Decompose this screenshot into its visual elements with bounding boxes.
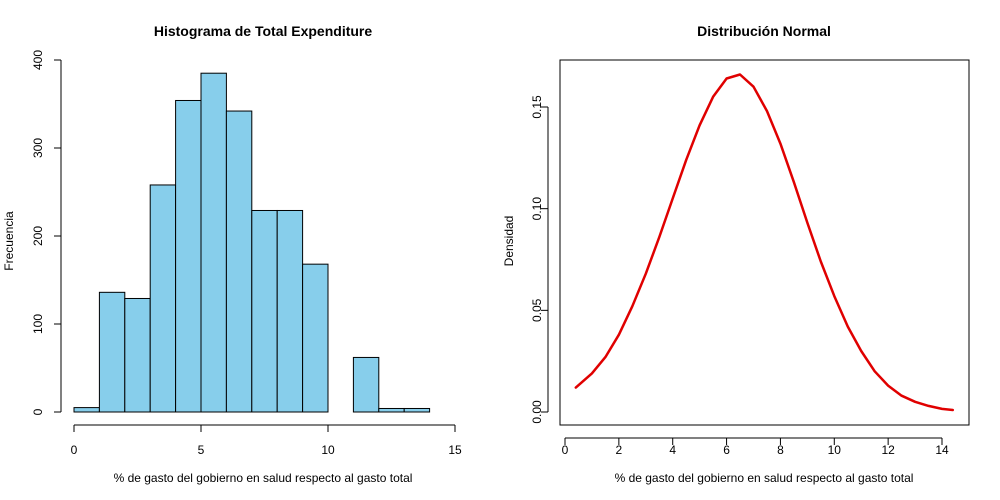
- histogram-y-axis: 0 100 200 300 400: [31, 50, 62, 415]
- density-y-tick-label: 0.05: [530, 298, 544, 322]
- density-x-axis-label: % de gasto del gobierno en salud respect…: [615, 471, 914, 485]
- histogram-bar: [403, 407, 431, 413]
- histogram-bar: [149, 184, 177, 413]
- histogram-bar: [124, 297, 151, 413]
- density-x-axis: 0 2 4 6 8 10 12 14: [562, 437, 949, 457]
- histogram-y-tick-label: 100: [31, 314, 45, 334]
- histogram-x-axis: 0 5 10 15: [71, 424, 462, 457]
- density-y-axis: 0.00 0.05 0.10 0.15: [530, 95, 549, 424]
- histogram-bar: [73, 407, 100, 413]
- histogram-bar: [251, 209, 278, 413]
- density-y-tick-label: 0.00: [530, 400, 544, 424]
- histogram-x-tick-label: 10: [321, 443, 335, 457]
- density-y-axis-label: Densidad: [502, 216, 516, 267]
- density-plot-box: [559, 59, 970, 426]
- histogram-bars: [73, 72, 431, 413]
- density-x-tick-label: 10: [828, 443, 842, 457]
- histogram-bar: [175, 99, 202, 413]
- histogram-bar: [302, 263, 329, 413]
- density-panel: Distribución Normal % de gasto del gobie…: [502, 23, 970, 485]
- density-y-tick-label: 0.10: [530, 197, 544, 221]
- histogram-x-axis-label: % de gasto del gobierno en salud respect…: [114, 471, 413, 485]
- histogram-x-tick-label: 15: [448, 443, 462, 457]
- density-x-tick-label: 8: [777, 443, 784, 457]
- density-x-tick-label: 12: [881, 443, 895, 457]
- histogram-y-tick-label: 300: [31, 138, 45, 158]
- histogram-bar: [98, 291, 126, 413]
- histogram-y-tick-label: 200: [31, 226, 45, 246]
- density-title: Distribución Normal: [697, 23, 831, 39]
- density-curve: [574, 73, 955, 412]
- histogram-bar: [200, 72, 227, 413]
- histogram-y-axis-label: Frecuencia: [2, 211, 16, 271]
- density-y-tick-label: 0.15: [530, 95, 544, 119]
- histogram-x-tick-label: 0: [71, 443, 78, 457]
- histogram-panel: Histograma de Total Expenditure % de gas…: [2, 23, 462, 485]
- histogram-bar: [378, 407, 405, 413]
- histogram-title: Histograma de Total Expenditure: [154, 23, 373, 39]
- histogram-x-tick-label: 5: [198, 443, 205, 457]
- density-x-tick-label: 4: [669, 443, 676, 457]
- histogram-bar: [225, 110, 253, 413]
- density-x-tick-label: 14: [935, 443, 949, 457]
- density-x-tick-label: 2: [616, 443, 623, 457]
- histogram-bar: [352, 356, 380, 413]
- histogram-bar: [276, 209, 304, 413]
- histogram-y-tick-label: 0: [31, 408, 45, 415]
- density-x-tick-label: 0: [562, 443, 569, 457]
- histogram-y-tick-label: 400: [31, 50, 45, 70]
- density-x-tick-label: 6: [723, 443, 730, 457]
